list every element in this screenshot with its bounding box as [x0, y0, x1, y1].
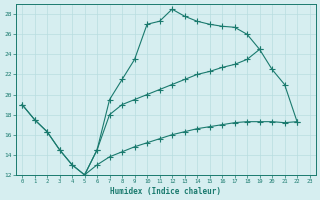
X-axis label: Humidex (Indice chaleur): Humidex (Indice chaleur): [110, 187, 221, 196]
